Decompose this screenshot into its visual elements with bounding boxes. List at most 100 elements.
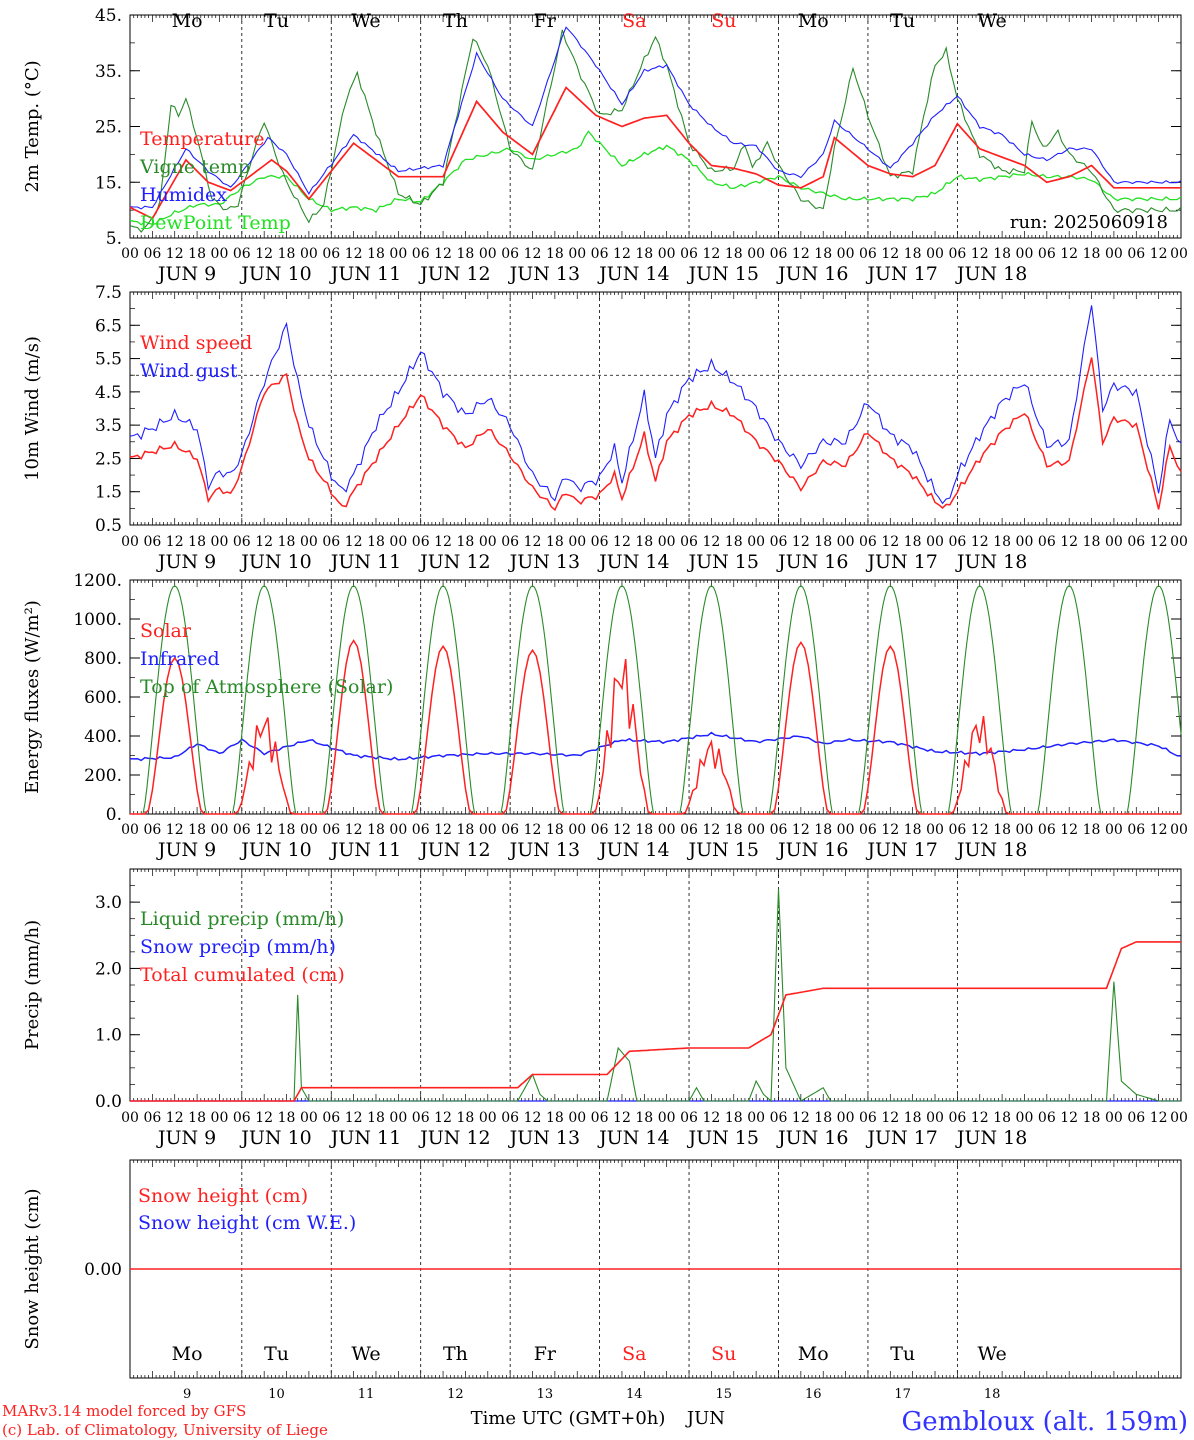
hour-tick-label: 00 xyxy=(300,246,318,262)
date-label: JUN 9 xyxy=(156,551,216,573)
day-number-label: 9 xyxy=(183,1387,191,1402)
hour-tick-label: 12 xyxy=(613,822,631,838)
weekday-label: Mo xyxy=(798,1343,829,1365)
hour-tick-label: 06 xyxy=(322,822,340,838)
hour-tick-label: 06 xyxy=(1127,822,1145,838)
hour-tick-label: 00 xyxy=(1016,1110,1034,1126)
hour-tick-label: 06 xyxy=(1038,1110,1056,1126)
panel-3: 1200. 1000. 800. 600. 400. 200. 0. Energy fluxe… xyxy=(22,571,1188,861)
weekday-label: Tu xyxy=(890,10,915,32)
hour-tick-label: 00 xyxy=(1170,534,1188,550)
hour-tick-label: 18 xyxy=(993,246,1011,262)
y-tick-label: 25. xyxy=(95,118,122,138)
hour-tick-label: 06 xyxy=(591,246,609,262)
y-tick-label: 7.5 xyxy=(95,283,122,303)
hour-tick-label: 18 xyxy=(367,1110,385,1126)
hour-tick-label: 00 xyxy=(300,534,318,550)
hour-tick-label: 18 xyxy=(635,246,653,262)
hour-tick-label: 00 xyxy=(747,534,765,550)
weekday-label: Tu xyxy=(264,1343,289,1365)
lab-credit: (c) Lab. of Climatology, University of L… xyxy=(2,1421,328,1439)
hour-tick-label: 00 xyxy=(1170,1110,1188,1126)
hour-tick-label: 18 xyxy=(814,534,832,550)
y-axis-label: 10m Wind (m/s) xyxy=(22,336,43,481)
hour-tick-label: 18 xyxy=(188,246,206,262)
hour-tick-label: 06 xyxy=(501,1110,519,1126)
hour-tick-label: 06 xyxy=(859,1110,877,1126)
hour-tick-label: 00 xyxy=(211,822,229,838)
hour-tick-label: 12 xyxy=(345,246,363,262)
hour-tick-label: 00 xyxy=(121,1110,139,1126)
hour-tick-label: 12 xyxy=(1060,246,1078,262)
hour-tick-label: 06 xyxy=(1127,246,1145,262)
hour-tick-label: 18 xyxy=(993,534,1011,550)
hour-tick-label: 18 xyxy=(457,534,475,550)
liquid-precip-line xyxy=(130,888,1181,1103)
hour-tick-label: 00 xyxy=(1170,822,1188,838)
date-label: JUN 16 xyxy=(776,551,848,573)
y-axis-label: Precip (mm/h) xyxy=(22,920,43,1050)
hour-tick-label: 12 xyxy=(971,822,989,838)
hour-tick-label: 00 xyxy=(121,246,139,262)
hour-tick-label: 00 xyxy=(747,246,765,262)
hour-tick-label: 12 xyxy=(971,1110,989,1126)
date-label: JUN 18 xyxy=(955,263,1027,285)
date-label: JUN 14 xyxy=(597,839,669,861)
hour-tick-label: 12 xyxy=(166,822,184,838)
hour-tick-label: 06 xyxy=(412,1110,430,1126)
day-number-label: 18 xyxy=(984,1387,1001,1402)
hour-tick-label: 00 xyxy=(837,1110,855,1126)
date-label: JUN 14 xyxy=(597,263,669,285)
hour-tick-label: 06 xyxy=(680,1110,698,1126)
panel-2: 7.5 6.5 5.5 4.5 3.5 2.5 1.5 0.5 10m Wind (m/s) 00… xyxy=(22,283,1188,573)
legend-entry: Vigne temp xyxy=(139,156,250,178)
hour-tick-label: 00 xyxy=(658,246,676,262)
weekday-label: Sa xyxy=(622,1343,646,1365)
date-label: JUN 18 xyxy=(955,1127,1027,1149)
hour-tick-label: 06 xyxy=(1038,822,1056,838)
wind-gust-line xyxy=(129,305,1182,505)
hour-tick-label: 06 xyxy=(948,246,966,262)
hour-tick-label: 06 xyxy=(143,534,161,550)
hour-tick-label: 12 xyxy=(524,822,542,838)
hour-tick-label: 06 xyxy=(859,534,877,550)
day-number-label: 17 xyxy=(894,1387,911,1402)
hour-tick-label: 00 xyxy=(211,534,229,550)
hour-tick-label: 00 xyxy=(479,246,497,262)
date-label: JUN 15 xyxy=(687,551,759,573)
weekday-label: We xyxy=(977,10,1006,32)
hour-tick-label: 06 xyxy=(1038,534,1056,550)
hour-tick-label: 06 xyxy=(770,534,788,550)
hour-tick-label: 18 xyxy=(367,534,385,550)
hour-tick-label: 00 xyxy=(1016,246,1034,262)
date-label: JUN 13 xyxy=(508,839,580,861)
y-tick-label: 35. xyxy=(95,62,122,82)
date-label: JUN 15 xyxy=(687,839,759,861)
weekday-label: Mo xyxy=(172,10,203,32)
hour-tick-label: 18 xyxy=(546,246,564,262)
weekday-label: We xyxy=(351,1343,380,1365)
day-number-label: 13 xyxy=(537,1387,554,1402)
hour-tick-label: 06 xyxy=(1038,246,1056,262)
hour-tick-label: 12 xyxy=(881,534,899,550)
hour-tick-label: 18 xyxy=(814,246,832,262)
hour-tick-label: 00 xyxy=(389,1110,407,1126)
x-axis-unit: JUN xyxy=(685,1408,725,1429)
y-tick-label: 5.5 xyxy=(95,350,122,370)
hour-tick-label: 12 xyxy=(881,822,899,838)
hour-tick-label: 06 xyxy=(591,822,609,838)
infrared-line xyxy=(129,731,1182,762)
hour-tick-label: 12 xyxy=(255,822,273,838)
hour-tick-label: 12 xyxy=(166,534,184,550)
hour-tick-label: 18 xyxy=(278,822,296,838)
y-tick-label: 600. xyxy=(84,688,122,708)
y-tick-label: 2.0 xyxy=(95,959,122,979)
hour-tick-label: 12 xyxy=(792,246,810,262)
date-label: JUN 11 xyxy=(329,1127,401,1149)
run-annotation: run: 2025060918 xyxy=(1010,212,1168,233)
date-label: JUN 16 xyxy=(776,263,848,285)
hour-tick-label: 12 xyxy=(1060,534,1078,550)
hour-tick-label: 12 xyxy=(166,1110,184,1126)
temperature-line xyxy=(129,86,1181,220)
